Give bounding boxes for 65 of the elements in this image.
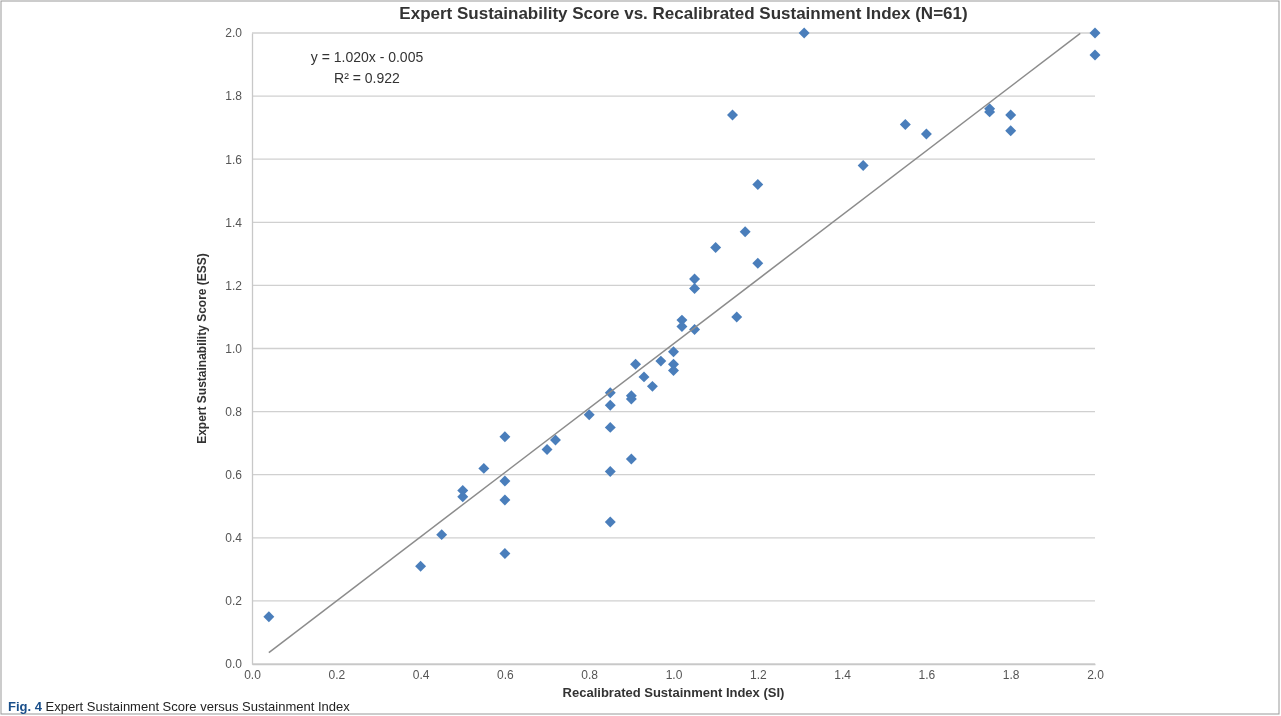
point (436, 529, 448, 541)
y-tick-label: 1.2 (225, 278, 243, 293)
x-tick-label: 1.4 (834, 667, 852, 682)
point (604, 516, 616, 528)
x-tick-label: 1.2 (749, 667, 767, 682)
point (1089, 27, 1101, 39)
y-tick-label: 0.0 (225, 657, 243, 672)
y-tick-label: 1.6 (225, 152, 243, 167)
point (727, 109, 738, 121)
point (478, 462, 490, 474)
point (499, 431, 511, 443)
point (857, 160, 869, 171)
point (499, 475, 511, 487)
x-tick-label: 0.8 (581, 667, 599, 682)
point (604, 466, 616, 478)
point (1005, 109, 1017, 121)
x-tick-label: 1.0 (665, 667, 683, 682)
x-tick-label: 1.8 (1002, 667, 1020, 682)
x-axis-title: Recalibrated Sustainment Index (SI) (562, 685, 785, 700)
point (899, 119, 911, 130)
y-tick-label: 0.4 (225, 531, 243, 546)
point (604, 399, 616, 411)
point (625, 453, 637, 465)
point (499, 494, 511, 506)
point (415, 560, 427, 572)
point (752, 178, 764, 190)
y-tick-label: 0.2 (225, 594, 243, 609)
point (263, 611, 275, 623)
point (798, 27, 810, 39)
x-tick-label: 2.0 (1087, 667, 1105, 682)
point (583, 409, 595, 421)
caption: Fig. 4 Expert Sustainment Score versus Sustainment Index (8, 699, 351, 714)
x-tick-label: 0.2 (328, 667, 346, 682)
point (689, 273, 701, 285)
annotation: R² = 0.922 (334, 70, 401, 86)
annotation: y = 1.020x - 0.005 (310, 49, 424, 65)
point (689, 283, 701, 295)
point (646, 380, 658, 392)
point (739, 226, 751, 238)
point (630, 358, 642, 370)
point (710, 242, 722, 254)
point (1005, 125, 1017, 137)
y-tick-label: 2.0 (225, 26, 243, 41)
y-tick-label: 1.0 (225, 341, 243, 356)
point (920, 128, 932, 140)
x-tick-label: 0.4 (412, 667, 430, 682)
x-tick-label: 1.6 (918, 667, 936, 682)
y-tick-label: 0.6 (225, 468, 243, 483)
y-tick-label: 0.8 (225, 404, 243, 419)
point (604, 421, 616, 433)
x-tick-label: 0.6 (497, 667, 515, 682)
point (731, 311, 743, 323)
y-tick-label: 1.8 (225, 89, 243, 104)
point (550, 434, 561, 446)
point (499, 548, 511, 560)
x-tick-label: 0.0 (244, 667, 262, 682)
point (655, 355, 667, 367)
y-tick-label: 1.4 (225, 215, 243, 230)
chart-title: Expert Sustainability Score vs. Recalibrated Sustainment Index (N=61) (399, 4, 968, 23)
point (638, 371, 650, 383)
point (1089, 49, 1101, 61)
y-axis-title: Expert Sustainability Score (ESS) (195, 253, 209, 444)
point (541, 443, 553, 455)
point (668, 346, 679, 358)
point (752, 257, 764, 269)
